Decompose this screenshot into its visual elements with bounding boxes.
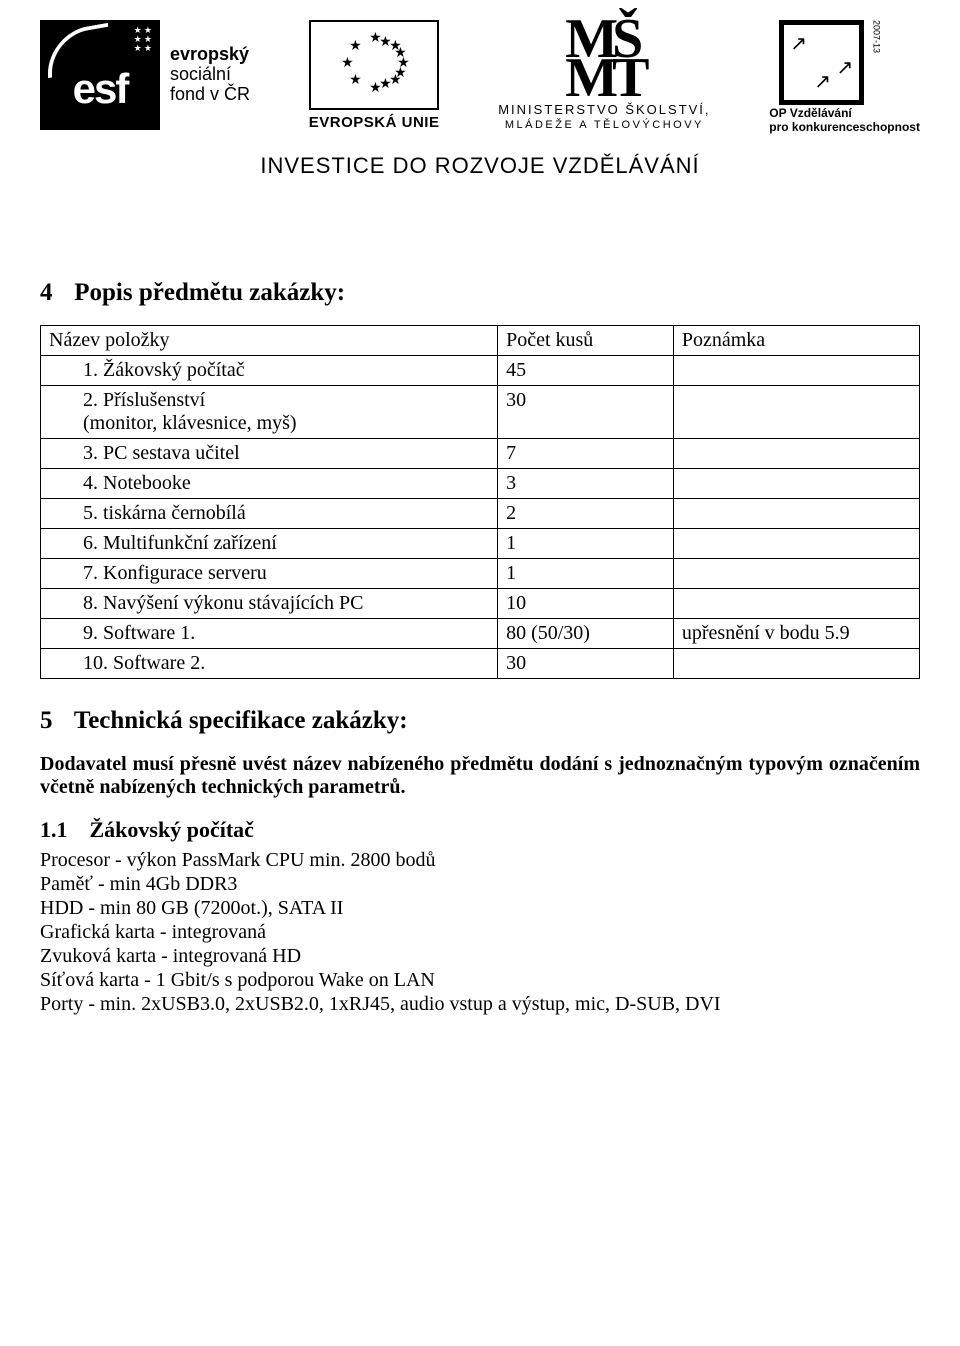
section5-title: Technická specifikace zakázky: (74, 707, 408, 734)
cell-name: 8. Navýšení výkonu stávajících PC (41, 588, 498, 618)
cell-note (673, 385, 919, 438)
cell-qty: 45 (498, 355, 674, 385)
msmt-logo: MŠ MT MINISTERSTVO ŠKOLSTVÍ, MLÁDEŽE A T… (498, 20, 710, 131)
cell-name: 7. Konfigurace serveru (41, 558, 498, 588)
table-header-row: Název položky Počet kusů Poznámka (41, 325, 920, 355)
th-note: Poznámka (673, 325, 919, 355)
spec-line: Paměť - min 4Gb DDR3 (40, 873, 920, 896)
table-row: 4. Notebooke3 (41, 468, 920, 498)
esf-label-3: fond v ČR (170, 85, 250, 105)
spec-table: Název položky Počet kusů Poznámka 1. Žák… (40, 325, 920, 679)
spec-line: Zvuková karta - integrovaná HD (40, 945, 920, 968)
cell-note (673, 498, 919, 528)
op-line1: OP Vzdělávání (769, 106, 920, 120)
spec-line: Síťová karta - 1 Gbit/s s podporou Wake … (40, 969, 920, 992)
th-name: Název položky (41, 325, 498, 355)
cell-note (673, 438, 919, 468)
table-row: 2. Příslušenství (monitor, klávesnice, m… (41, 385, 920, 438)
cell-name: 9. Software 1. (41, 618, 498, 648)
cell-name: 4. Notebooke (41, 468, 498, 498)
table-row: 9. Software 1.80 (50/30)upřesnění v bodu… (41, 618, 920, 648)
eu-stars-icon: ★★ ★★ ★★ ★★ ★★ ★★ (339, 30, 409, 100)
logo-header: ★ ★ ★ ★ ★ ★ esf evropský sociální fond v… (40, 20, 920, 135)
cell-name: 3. PC sestava učitel (41, 438, 498, 468)
msmt-line2: MLÁDEŽE A TĚLOVÝCHOVY (505, 119, 704, 131)
cell-note (673, 558, 919, 588)
tagline: INVESTICE DO ROZVOJE VZDĚLÁVÁNÍ (40, 153, 920, 179)
cell-qty: 7 (498, 438, 674, 468)
cell-name: 6. Multifunkční zařízení (41, 528, 498, 558)
cell-qty: 30 (498, 385, 674, 438)
cell-qty: 80 (50/30) (498, 618, 674, 648)
cell-qty: 1 (498, 558, 674, 588)
section4-title: Popis předmětu zakázky: (74, 279, 345, 306)
cell-note (673, 588, 919, 618)
table-row: 1. Žákovský počítač45 (41, 355, 920, 385)
cell-qty: 2 (498, 498, 674, 528)
cell-qty: 10 (498, 588, 674, 618)
cell-qty: 1 (498, 528, 674, 558)
spec-line: HDD - min 80 GB (7200ot.), SATA II (40, 897, 920, 920)
spec-line: Grafická karta - integrovaná (40, 921, 920, 944)
cell-name: 10. Software 2. (41, 648, 498, 678)
subsection-num: 1.1 (40, 817, 84, 843)
cell-qty: 3 (498, 468, 674, 498)
table-row: 6. Multifunkční zařízení1 (41, 528, 920, 558)
table-row: 7. Konfigurace serveru1 (41, 558, 920, 588)
esf-logo: ★ ★ ★ ★ ★ ★ esf evropský sociální fond v… (40, 20, 250, 130)
subsection-title: Žákovský počítač (90, 817, 254, 842)
op-caption: OP Vzdělávání pro konkurenceschopnost (769, 106, 920, 135)
op-frame-icon: ↗ ↗ ↗ (779, 20, 859, 100)
section4-num: 4 (40, 279, 68, 307)
table-row: 5. tiskárna černobílá2 (41, 498, 920, 528)
table-row: 10. Software 2.30 (41, 648, 920, 678)
section4-heading: 4 Popis předmětu zakázky: (40, 279, 920, 307)
esf-label-1: evropský (170, 45, 250, 65)
section5-num: 5 (40, 707, 68, 735)
spec-lines-block: Procesor - výkon PassMark CPU min. 2800 … (40, 849, 920, 1016)
esf-square: ★ ★ ★ ★ ★ ★ esf (40, 20, 160, 130)
cell-name: 5. tiskárna černobílá (41, 498, 498, 528)
msmt-top: MŠ (565, 8, 637, 70)
cell-name: 1. Žákovský počítač (41, 355, 498, 385)
section5-intro: Dodavatel musí přesně uvést název nabíze… (40, 753, 920, 799)
arrow-icon: ↗ (837, 55, 854, 80)
esf-labels: evropský sociální fond v ČR (170, 45, 250, 104)
eu-caption: EVROPSKÁ UNIE (309, 114, 440, 131)
op-line2: pro konkurenceschopnost (769, 120, 920, 134)
subsection-heading: 1.1 Žákovský počítač (40, 817, 920, 843)
op-logo: ↗ ↗ ↗ 2007-13 OP Vzdělávání pro konkuren… (769, 20, 920, 135)
eu-flag-icon: ★★ ★★ ★★ ★★ ★★ ★★ (309, 20, 439, 110)
arrow-icon: ↗ (790, 31, 807, 56)
table-row: 3. PC sestava učitel7 (41, 438, 920, 468)
op-year: 2007-13 (871, 20, 881, 53)
esf-stars-icon: ★ ★ ★ ★ ★ ★ (134, 26, 152, 53)
cell-note (673, 468, 919, 498)
cell-note (673, 528, 919, 558)
spec-line: Porty - min. 2xUSB3.0, 2xUSB2.0, 1xRJ45,… (40, 993, 920, 1016)
cell-name: 2. Příslušenství (monitor, klávesnice, m… (41, 385, 498, 438)
th-qty: Počet kusů (498, 325, 674, 355)
arrow-icon: ↗ (814, 69, 831, 94)
section5-heading: 5 Technická specifikace zakázky: (40, 707, 920, 735)
cell-note: upřesnění v bodu 5.9 (673, 618, 919, 648)
table-row: 8. Navýšení výkonu stávajících PC10 (41, 588, 920, 618)
spec-line: Procesor - výkon PassMark CPU min. 2800 … (40, 849, 920, 872)
cell-qty: 30 (498, 648, 674, 678)
eu-logo: ★★ ★★ ★★ ★★ ★★ ★★ EVROPSKÁ UNIE (309, 20, 440, 131)
esf-label-2: sociální (170, 65, 250, 85)
cell-note (673, 648, 919, 678)
msmt-letters-icon: MŠ MT (565, 20, 643, 100)
cell-note (673, 355, 919, 385)
